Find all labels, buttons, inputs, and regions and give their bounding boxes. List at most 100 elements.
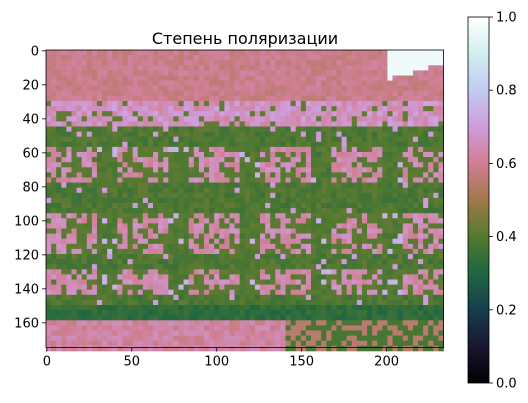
heatmap-cell [275, 101, 281, 107]
heatmap-cell [361, 299, 368, 306]
heatmap-cell [361, 70, 368, 76]
heatmap-cell [224, 208, 230, 214]
heatmap-cell [239, 294, 246, 301]
heatmap-cell [397, 223, 404, 229]
heatmap-cell [244, 167, 251, 173]
heatmap-cell [122, 187, 128, 194]
heatmap-cell [275, 289, 281, 296]
heatmap-cell [56, 101, 62, 107]
heatmap-cell [260, 340, 266, 347]
heatmap-cell [326, 70, 332, 76]
heatmap-cell [428, 80, 434, 87]
heatmap-cell [173, 203, 179, 209]
heatmap-cell [239, 146, 246, 153]
heatmap-cell [244, 345, 251, 352]
heatmap-cell [321, 182, 327, 189]
heatmap-cell [46, 55, 52, 61]
heatmap-cell [158, 90, 164, 97]
heatmap-cell [254, 238, 261, 245]
heatmap-cell [61, 80, 67, 87]
heatmap-cell [300, 284, 307, 291]
heatmap-cell [438, 223, 444, 229]
heatmap-cell [107, 254, 113, 260]
heatmap-cell [341, 279, 348, 285]
heatmap-cell [102, 330, 108, 336]
heatmap-cell [285, 325, 292, 331]
heatmap-cell [137, 141, 144, 148]
heatmap-cell [219, 121, 225, 127]
heatmap-cell [61, 274, 67, 280]
heatmap-cell [209, 167, 215, 173]
heatmap-cell [407, 294, 414, 301]
heatmap-cell [412, 325, 419, 331]
heatmap-cell [163, 85, 169, 92]
heatmap-cell [153, 238, 159, 245]
heatmap-cell [290, 152, 297, 158]
heatmap-cell [331, 106, 337, 112]
heatmap-cell [300, 294, 307, 301]
heatmap-cell [178, 75, 184, 81]
heatmap-cell [173, 294, 179, 301]
heatmap-cell [351, 106, 358, 112]
heatmap-cell [137, 162, 144, 168]
heatmap-cell [260, 50, 266, 56]
heatmap-cell [61, 111, 67, 117]
heatmap-cell [336, 335, 342, 342]
heatmap-cell [438, 203, 444, 209]
heatmap-cell [412, 50, 419, 56]
heatmap-cell [392, 243, 399, 250]
heatmap-cell [193, 310, 200, 316]
heatmap-cell [239, 238, 246, 245]
heatmap-cell [377, 269, 383, 275]
heatmap-cell [214, 259, 220, 265]
heatmap-cell [56, 55, 62, 61]
heatmap-cell [280, 320, 286, 326]
heatmap-cell [71, 157, 77, 163]
heatmap-cell [387, 203, 393, 209]
heatmap-cell [270, 131, 276, 138]
heatmap-cell [265, 228, 271, 234]
heatmap-cell [102, 106, 108, 112]
heatmap-cell [412, 340, 419, 347]
heatmap-cell [260, 248, 266, 255]
heatmap-cell [254, 279, 261, 285]
heatmap-cell [188, 55, 195, 61]
heatmap-cell [407, 279, 414, 285]
heatmap-cell [387, 177, 393, 183]
heatmap-cell [244, 208, 251, 214]
heatmap-cell [71, 95, 77, 102]
heatmap-cell [326, 284, 332, 291]
heatmap-cell [392, 213, 399, 219]
heatmap-cell [397, 65, 404, 71]
heatmap-cell [285, 264, 292, 270]
heatmap-cell [153, 213, 159, 219]
heatmap-cell [132, 90, 139, 97]
heatmap-cell [193, 146, 200, 153]
heatmap-cell [321, 228, 327, 234]
heatmap-cell [234, 187, 241, 194]
heatmap-cell [402, 75, 409, 81]
heatmap-cell [402, 269, 409, 275]
heatmap-cell [229, 50, 235, 56]
heatmap-cell [367, 284, 373, 291]
heatmap-cell [290, 269, 297, 275]
heatmap-cell [326, 141, 332, 148]
heatmap-cell [224, 152, 230, 158]
heatmap-cell [372, 310, 378, 316]
heatmap-cell [423, 106, 429, 112]
heatmap-cell [239, 305, 246, 311]
heatmap-cell [137, 345, 144, 352]
heatmap-cell [249, 136, 256, 143]
heatmap-cell [433, 315, 439, 321]
heatmap-cell [219, 157, 225, 163]
heatmap-cell [402, 131, 409, 138]
heatmap-cell [66, 101, 72, 107]
heatmap-cell [158, 167, 164, 173]
heatmap-cell [117, 335, 123, 342]
heatmap-cell [280, 116, 286, 122]
heatmap-cell [168, 121, 174, 127]
heatmap-cell [244, 243, 251, 250]
heatmap-cell [331, 121, 337, 127]
heatmap-cell [295, 197, 302, 204]
heatmap-cell [346, 187, 353, 194]
